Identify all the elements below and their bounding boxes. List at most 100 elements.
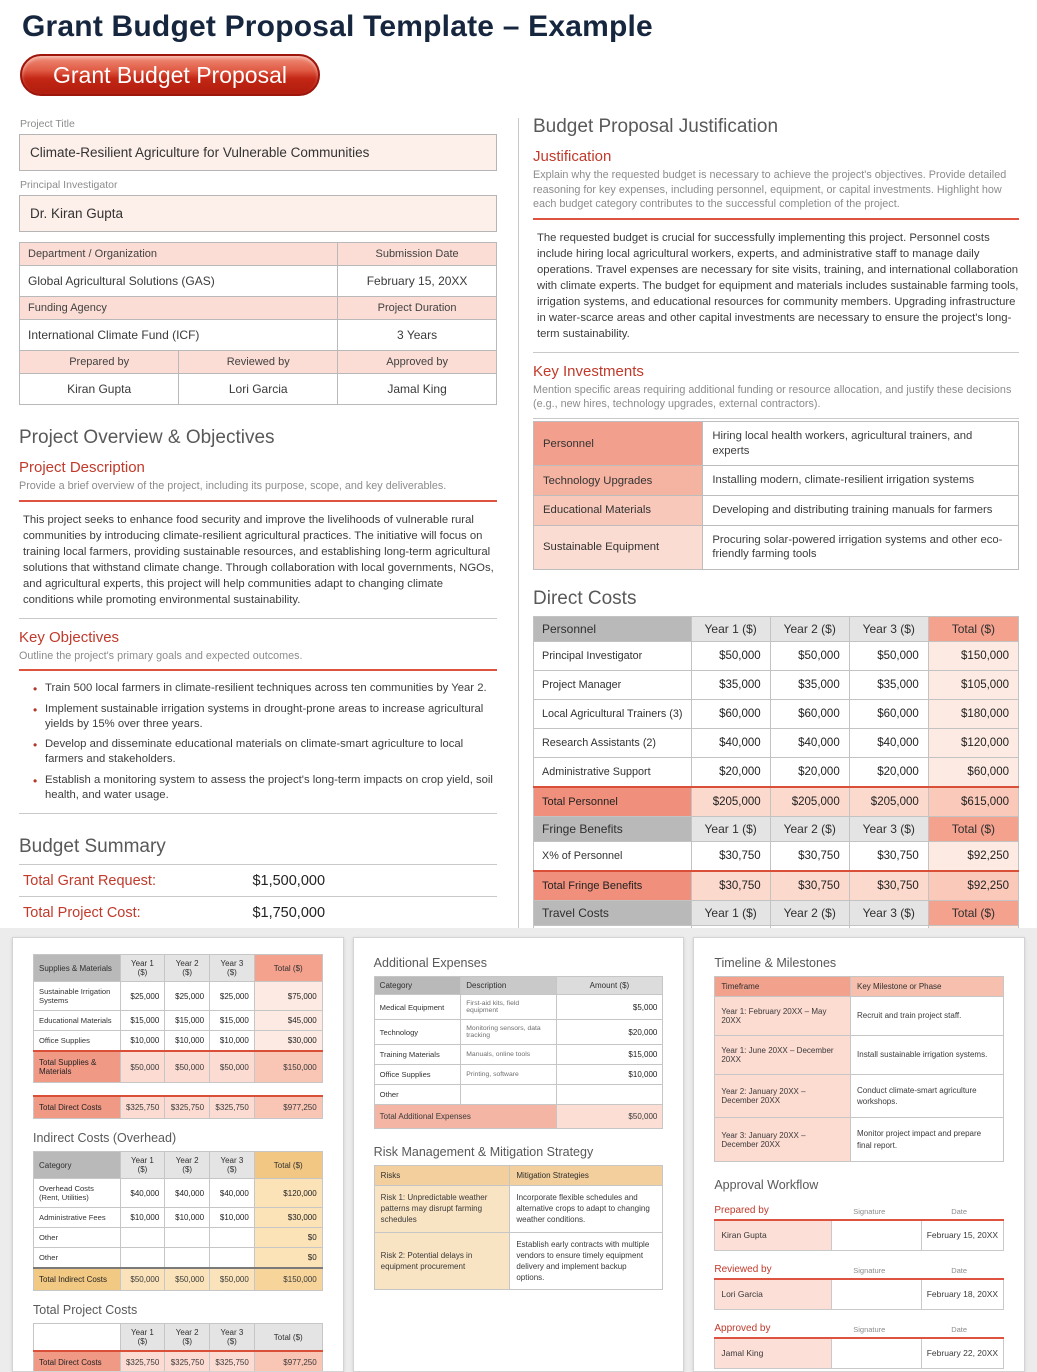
section-name: Personnel bbox=[533, 616, 692, 643]
total-label: Total Indirect Costs bbox=[33, 1267, 121, 1291]
cell-value: $30,750 bbox=[690, 841, 771, 872]
cell-value: $50,000 bbox=[769, 641, 850, 672]
approval-date: February 18, 20XX bbox=[920, 1279, 1003, 1309]
submission-date-label: Submission Date bbox=[337, 242, 497, 266]
table-header-row: Supplies & Materials Year 1 ($) Year 2 ($)… bbox=[33, 954, 323, 982]
signature-label: Signature bbox=[853, 1206, 886, 1216]
cell-value: $0 bbox=[253, 1247, 323, 1269]
approval-row: Kiran Gupta February 15, 20XX bbox=[714, 1220, 1005, 1251]
total-label: Total Personnel bbox=[533, 786, 692, 818]
cell-value: $20,000 bbox=[848, 757, 929, 788]
expense-description: Monitoring sensors, data tracking bbox=[460, 1019, 557, 1045]
investment-category: Personnel bbox=[532, 421, 704, 467]
table-header-row: Category Description Amount ($) bbox=[373, 976, 664, 995]
mitigation-strategy: Incorporate flexible schedules and alter… bbox=[509, 1185, 664, 1233]
key-objectives-subheading: Key Objectives bbox=[19, 628, 120, 646]
date-label: Date bbox=[951, 1206, 968, 1216]
total-value: $977,250 bbox=[253, 1350, 323, 1371]
gray-divider bbox=[19, 617, 497, 619]
row-label: X% of Personnel bbox=[533, 841, 692, 872]
expense-description: First-aid kits, field equipment bbox=[460, 994, 557, 1020]
cell-value: $10,000 bbox=[209, 1030, 255, 1052]
timeline-approval-card: Timeline & Milestones Timeframe Key Miles… bbox=[693, 937, 1026, 1372]
signature-label: Signature bbox=[853, 1265, 886, 1275]
cell-value: $75,000 bbox=[253, 981, 323, 1011]
year-column-header: Year 1 ($) bbox=[690, 816, 771, 843]
key-objectives-helper: Outline the project's primary goals and … bbox=[19, 649, 303, 662]
timeline-milestones-table: Timeframe Key Milestone or Phase Year 1: F… bbox=[714, 976, 1005, 1162]
bottom-section: Supplies & Materials Year 1 ($) Year 2 ($)… bbox=[0, 928, 1037, 1372]
cell-value: $10,000 bbox=[164, 1030, 211, 1052]
timeframe-header: Timeframe bbox=[714, 976, 852, 997]
project-description-helper: Provide a brief overview of the project,… bbox=[19, 480, 447, 492]
year-column-header: Total ($) bbox=[253, 954, 323, 982]
table-header-row: Risks Mitigation Strategies bbox=[373, 1165, 664, 1186]
year-column-header: Year 2 ($) bbox=[769, 816, 850, 843]
approved-by-label: Approved by bbox=[337, 350, 497, 374]
table-row: Administrative Support $20,000 $20,000 $20,… bbox=[533, 757, 1020, 788]
year-column-header: Year 2 ($) bbox=[164, 954, 211, 982]
signature-label: Signature bbox=[853, 1324, 886, 1334]
dept-org-label: Department / Organization bbox=[18, 242, 339, 266]
year-column-header: Total ($) bbox=[253, 1151, 323, 1179]
cell-value: $20,000 bbox=[690, 757, 771, 788]
budget-summary: Total Grant Request: $1,500,000 Total Proj… bbox=[19, 864, 497, 930]
budget-summary-row: Total Project Cost: $1,750,000 bbox=[19, 897, 497, 930]
project-title-field[interactable]: Climate-Resilient Agriculture for Vulner… bbox=[19, 134, 497, 171]
table-row: Other $0 bbox=[33, 1227, 323, 1248]
table-row: X% of Personnel $30,750 $30,750 $30,750 $92,… bbox=[533, 841, 1020, 872]
table-row: Prepared by Reviewed by Approved by bbox=[18, 350, 497, 374]
total-value: $30,750 bbox=[848, 870, 929, 902]
cell-value: $25,000 bbox=[209, 981, 255, 1011]
description-header: Description bbox=[460, 976, 557, 995]
table-row: Principal Investigator $50,000 $50,000 $50,… bbox=[533, 641, 1020, 672]
cell-value: $15,000 bbox=[164, 1010, 211, 1031]
principal-investigator-field[interactable]: Dr. Kiran Gupta bbox=[19, 195, 497, 232]
signature-field[interactable] bbox=[831, 1338, 921, 1368]
risk-row: Risk 2: Potential delays in equipment pr… bbox=[373, 1231, 664, 1291]
funding-agency-value: International Climate Fund (ICF) bbox=[18, 319, 339, 351]
total-row: Total Direct Costs $325,750 $325,750 $325,7… bbox=[33, 1095, 323, 1119]
year-column-header: Year 2 ($) bbox=[769, 616, 850, 643]
additional-expenses-heading: Additional Expenses bbox=[373, 956, 487, 970]
approval-workflow-heading: Approval Workflow bbox=[714, 1177, 819, 1192]
total-value: $50,000 bbox=[164, 1050, 211, 1083]
cell-value bbox=[209, 1247, 255, 1269]
row-label: Administrative Support bbox=[533, 757, 692, 788]
approver-name: Jamal King bbox=[715, 1338, 832, 1368]
objective-item: Train 500 local farmers in climate-resil… bbox=[33, 681, 497, 697]
cell-value: $60,000 bbox=[927, 757, 1020, 788]
cell-value: $30,750 bbox=[848, 841, 929, 872]
prepared-by-value: Kiran Gupta bbox=[18, 373, 180, 405]
investment-description: Installing modern, climate-resilient irr… bbox=[702, 465, 1019, 497]
total-value: $92,250 bbox=[927, 870, 1020, 902]
expense-amount: $15,000 bbox=[555, 1044, 664, 1065]
year-column-header: Total ($) bbox=[927, 900, 1020, 927]
right-column: Budget Proposal Justification Justificat… bbox=[532, 114, 1020, 1056]
approval-row: Jamal King February 22, 20XX bbox=[714, 1338, 1005, 1369]
table-row: Kiran Gupta Lori Garcia Jamal King bbox=[18, 373, 497, 405]
cell-value: $30,000 bbox=[253, 1030, 323, 1052]
approval-header-row: Approved by Signature Date bbox=[714, 1323, 1005, 1339]
risk-row: Risk 1: Unpredictable weather patterns m… bbox=[373, 1185, 664, 1233]
total-value: $325,750 bbox=[209, 1350, 255, 1371]
year-column-header: Year 1 ($) bbox=[119, 1323, 166, 1352]
justification-subheading: Justification bbox=[533, 148, 612, 165]
project-description-subheading: Project Description bbox=[19, 459, 145, 476]
signature-field[interactable] bbox=[831, 1279, 921, 1309]
red-divider bbox=[19, 499, 497, 502]
table-row: Global Agricultural Solutions (GAS) Febr… bbox=[18, 265, 497, 297]
reviewed-by-label: Reviewed by bbox=[178, 350, 339, 374]
risk-management-heading: Risk Management & Mitigation Strategy bbox=[373, 1145, 594, 1159]
row-label: Office Supplies bbox=[33, 1030, 121, 1052]
project-title-label: Project Title bbox=[20, 118, 75, 130]
cell-value: $60,000 bbox=[848, 699, 929, 730]
row-label: Administrative Fees bbox=[33, 1207, 121, 1228]
project-duration-label: Project Duration bbox=[337, 296, 497, 320]
cell-value: $10,000 bbox=[209, 1207, 255, 1228]
category-header: Category bbox=[373, 976, 462, 995]
gray-divider bbox=[19, 813, 497, 815]
signature-field[interactable] bbox=[831, 1220, 921, 1250]
cell-value: $60,000 bbox=[769, 699, 850, 730]
spacer bbox=[33, 1083, 323, 1095]
